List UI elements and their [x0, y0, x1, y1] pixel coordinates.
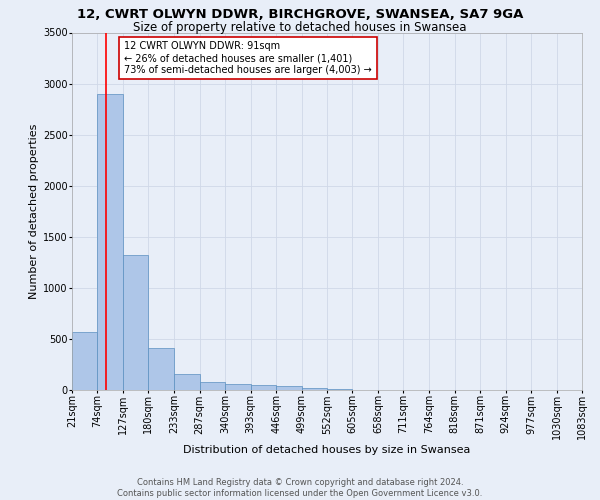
Bar — [251, 385, 276, 390]
Text: 12, CWRT OLWYN DDWR, BIRCHGROVE, SWANSEA, SA7 9GA: 12, CWRT OLWYN DDWR, BIRCHGROVE, SWANSEA… — [77, 8, 523, 20]
Bar — [72, 332, 97, 390]
Bar — [148, 348, 174, 390]
Bar — [327, 389, 352, 390]
X-axis label: Distribution of detached houses by size in Swansea: Distribution of detached houses by size … — [184, 445, 470, 455]
Text: Size of property relative to detached houses in Swansea: Size of property relative to detached ho… — [133, 21, 467, 34]
Bar — [276, 386, 302, 390]
Bar — [200, 382, 225, 390]
Bar — [97, 94, 123, 390]
Bar — [123, 255, 148, 390]
Bar — [225, 384, 251, 390]
Bar — [302, 388, 327, 390]
Text: Contains HM Land Registry data © Crown copyright and database right 2024.
Contai: Contains HM Land Registry data © Crown c… — [118, 478, 482, 498]
Y-axis label: Number of detached properties: Number of detached properties — [29, 124, 39, 299]
Text: 12 CWRT OLWYN DDWR: 91sqm
← 26% of detached houses are smaller (1,401)
73% of se: 12 CWRT OLWYN DDWR: 91sqm ← 26% of detac… — [124, 42, 372, 74]
Bar — [174, 374, 200, 390]
